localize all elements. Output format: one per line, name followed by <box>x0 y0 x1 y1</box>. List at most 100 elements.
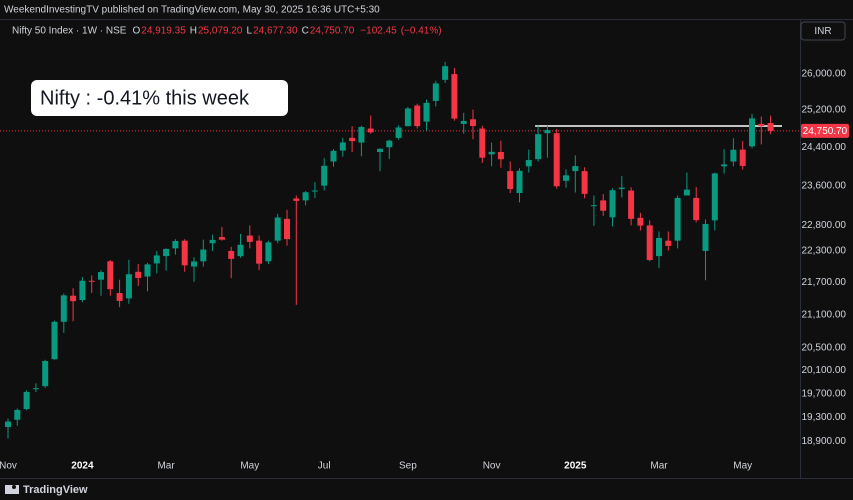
candle-body <box>330 150 337 162</box>
y-tick-label: 20,500.00 <box>802 343 847 354</box>
candle-body <box>721 164 728 167</box>
candle-body <box>702 223 709 251</box>
candle-body <box>144 264 151 277</box>
x-tick-label: Nov <box>0 461 17 472</box>
currency[interactable]: INR <box>814 26 831 37</box>
candle-body <box>404 108 411 127</box>
x-tick-label: Sep <box>399 461 417 472</box>
candle-body <box>228 250 235 259</box>
y-tick-label: 24,400.00 <box>802 142 847 153</box>
candle-body <box>386 140 393 148</box>
candle-body <box>683 189 690 196</box>
x-tick-label: May <box>733 461 752 472</box>
x-tick-label: 2024 <box>71 461 94 472</box>
candle-body <box>507 171 514 189</box>
candle-body <box>451 74 458 119</box>
candle-body <box>302 192 309 201</box>
y-tick-label: 22,800.00 <box>802 220 847 231</box>
candle-body <box>600 200 607 211</box>
y-tick-label: 21,100.00 <box>802 309 847 320</box>
candle-body <box>191 261 197 267</box>
candle-body <box>442 66 449 80</box>
candle-body <box>107 261 114 290</box>
candle-body <box>581 171 588 194</box>
x-tick-label: 2025 <box>564 461 587 472</box>
candle-body <box>646 225 653 261</box>
x-tick-label: Nov <box>483 461 501 472</box>
candle-body <box>432 83 439 101</box>
candle-body <box>135 271 142 278</box>
y-tick-label: 25,200.00 <box>802 105 847 116</box>
candle-body <box>460 120 467 124</box>
candle-body <box>590 205 597 207</box>
publish-header: WeekendInvestingTV published on TradingV… <box>4 5 380 16</box>
candle-body <box>79 280 86 301</box>
legend-change-pct: (−0.41%) <box>401 26 442 37</box>
legend-value: 24,919.35 <box>141 26 186 37</box>
candle-body <box>488 151 495 155</box>
candle-body <box>423 102 430 122</box>
legend-value: 24,677.30 <box>253 26 298 37</box>
candle-body <box>767 123 774 131</box>
y-tick-label: 18,900.00 <box>802 436 847 447</box>
candle-body <box>153 255 160 264</box>
candle-body <box>32 388 39 390</box>
legend-key: C <box>302 26 309 37</box>
candle-body <box>572 166 579 172</box>
candle-body <box>516 170 523 194</box>
candle-body <box>209 239 216 244</box>
y-tick-label: 21,700.00 <box>802 277 847 288</box>
candle-body <box>377 148 383 152</box>
candle-body <box>5 421 11 427</box>
legend-key: L <box>247 26 253 37</box>
candle-body <box>321 165 328 186</box>
price-tag-label: 24,750.70 <box>803 126 848 137</box>
candle-body <box>60 295 67 322</box>
candle-body <box>98 272 104 280</box>
candle-body <box>349 137 356 142</box>
candle-body <box>665 240 672 246</box>
legend-symbol: Nifty 50 Index · 1W · NSE <box>12 26 127 37</box>
candle-body <box>618 187 625 190</box>
legend-key: H <box>190 26 197 37</box>
candle-body <box>637 217 644 226</box>
candle-body <box>42 361 49 387</box>
legend-change: −102.45 <box>360 26 397 37</box>
candle-body <box>23 391 30 410</box>
candle-body <box>125 274 132 299</box>
candle-body <box>116 293 123 301</box>
y-tick-label: 22,300.00 <box>802 246 847 257</box>
price-tag <box>801 123 849 138</box>
candle-body <box>656 237 662 257</box>
candle-body <box>470 119 476 127</box>
candle-body <box>284 218 290 240</box>
y-tick-label: 23,600.00 <box>802 180 847 191</box>
legend-value: 25,079.20 <box>198 26 243 37</box>
candle-body <box>293 198 300 201</box>
legend-key: O <box>132 26 140 37</box>
candle-body <box>51 321 58 360</box>
annotation: Nifty : -0.41% this week <box>40 87 250 109</box>
candle-body <box>70 295 77 302</box>
currency-box[interactable] <box>800 21 846 41</box>
candle-body <box>739 149 746 166</box>
x-tick-label: Mar <box>157 461 175 472</box>
y-tick-label: 19,300.00 <box>802 412 847 423</box>
candle-body <box>265 242 272 262</box>
candle-body <box>14 409 21 420</box>
candle-body <box>525 160 532 167</box>
annotation-box <box>31 80 288 116</box>
candle-body <box>395 127 402 138</box>
candle-body <box>367 128 374 133</box>
candle-body <box>218 237 225 240</box>
candle-body <box>609 190 616 218</box>
candle-body <box>200 249 207 262</box>
candle-body <box>749 118 755 147</box>
x-tick-label: Mar <box>650 461 668 472</box>
footer-brand: TradingView <box>23 484 88 496</box>
candle-body <box>479 128 486 158</box>
candle-body <box>339 142 346 151</box>
candle-body <box>674 197 681 241</box>
candle-body <box>758 123 765 127</box>
